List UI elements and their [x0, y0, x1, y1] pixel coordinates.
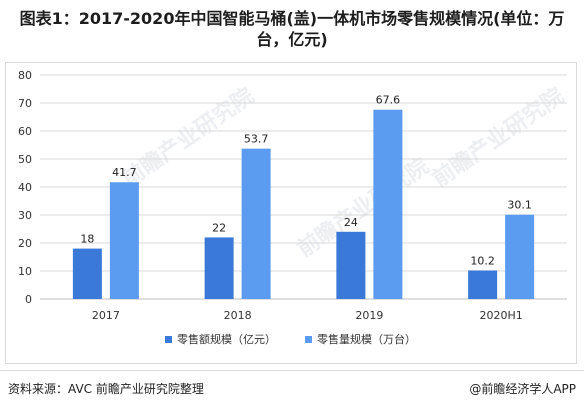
legend-swatch [165, 336, 172, 343]
bar [204, 237, 234, 299]
legend-swatch [305, 336, 312, 343]
bar [72, 248, 102, 299]
y-tick-label: 10 [18, 265, 32, 278]
data-label: 18 [80, 233, 94, 246]
y-tick-label: 60 [18, 125, 32, 138]
legend-label: 零售量规模（万台） [317, 332, 416, 346]
x-tick-label: 2019 [355, 309, 383, 322]
data-label: 22 [212, 221, 226, 234]
y-tick-label: 80 [18, 69, 32, 82]
data-label: 30.1 [507, 199, 532, 212]
bar [373, 109, 403, 299]
chart-frame [5, 62, 577, 364]
x-tick-label: 2018 [224, 309, 252, 322]
y-tick-label: 70 [18, 97, 32, 110]
bar [109, 182, 139, 299]
credit-text: @前瞻经济学人APP [469, 382, 576, 396]
source-text: 资料来源：AVC 前瞻产业研究院整理 [8, 382, 204, 396]
data-label: 67.6 [376, 94, 401, 107]
data-label: 53.7 [244, 133, 269, 146]
y-tick-label: 50 [18, 153, 32, 166]
chart-area: 0 10 20 30 40 50 60 70 80 18 41.7 2017 22 53.7 2018 24 6… [18, 69, 567, 346]
bar [505, 214, 535, 299]
x-tick-label: 2020H1 [479, 309, 522, 322]
y-tick-label: 40 [18, 181, 32, 194]
data-label: 10.2 [470, 254, 495, 267]
y-tick-label: 30 [18, 209, 32, 222]
bar [468, 270, 498, 299]
x-tick-label: 2017 [92, 309, 120, 322]
data-label: 24 [344, 216, 358, 229]
y-tick-label: 0 [25, 293, 32, 306]
data-label: 41.7 [112, 166, 137, 179]
bar [336, 231, 366, 299]
y-tick-label: 20 [18, 237, 32, 250]
chart-title: 图表1：2017-2020年中国智能马桶(盖)一体机市场零售规模情况(单位：万台… [19, 9, 565, 49]
footer-divider [0, 370, 584, 371]
bar [241, 148, 271, 299]
legend-label: 零售额规模（亿元） [177, 332, 276, 346]
